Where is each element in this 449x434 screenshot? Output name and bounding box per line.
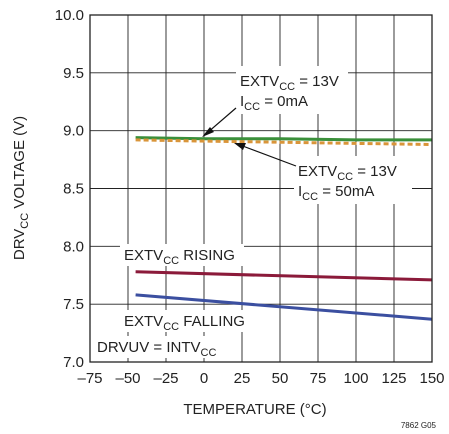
x-tick-label: 75	[310, 370, 327, 387]
x-tick-label: –25	[153, 370, 178, 387]
x-tick-label: 50	[272, 370, 289, 387]
x-tick-label: 25	[234, 370, 251, 387]
y-axis-label: DRVCC VOLTAGE (V)	[11, 116, 31, 260]
x-tick-label: 125	[381, 370, 406, 387]
series-line-icc50	[135, 138, 433, 146]
series-line-rising	[135, 270, 433, 282]
y-tick-label: 8.5	[63, 181, 84, 198]
series-lines	[135, 136, 433, 321]
annotation-icc50-arrow	[239, 144, 297, 167]
x-axis-label: TEMPERATURE (°C)	[183, 401, 326, 418]
y-tick-label: 9.5	[63, 65, 84, 82]
plot-frame	[89, 14, 433, 363]
annotation-icc0-line1: EXTVCC = 13V	[240, 73, 339, 93]
x-tick-label: 0	[200, 370, 208, 387]
annotation-icc50-line2: ICC = 50mA	[298, 183, 374, 203]
annotation-icc50-arrowhead	[234, 143, 246, 150]
x-tick-label: 150	[419, 370, 444, 387]
annotation-rising-box	[120, 244, 244, 266]
annotation-falling: EXTVCC FALLING	[124, 313, 245, 333]
y-tick-label: 7.0	[63, 354, 84, 371]
x-tick-label: –75	[77, 370, 102, 387]
annotation-icc0-line2: ICC = 0mA	[240, 93, 308, 113]
series-line-falling	[135, 293, 433, 321]
x-tick-label: 100	[343, 370, 368, 387]
y-tick-label: 8.0	[63, 238, 84, 255]
figure-id: 7862 G05	[401, 421, 437, 430]
x-tick-labels: –75 –50 –25 0 25 50 75 100 125 150	[77, 370, 444, 387]
annotation-icc0-arrow	[206, 107, 237, 134]
y-tick-label: 10.0	[55, 7, 84, 24]
annotation-icc50-box	[294, 156, 412, 204]
annotation-falling-box	[120, 310, 254, 332]
y-tick-labels: 7.0 7.5 8.0 8.5 9.0 9.5 10.0	[55, 7, 84, 371]
annotation-icc50-line1: EXTVCC = 13V	[298, 163, 397, 183]
annotation-rising: EXTVCC RISING	[124, 247, 235, 267]
x-tick-label: –50	[115, 370, 140, 387]
annotation-icc0-arrowhead	[202, 127, 214, 137]
y-tick-label: 9.0	[63, 123, 84, 140]
annotation-drvuv-box	[94, 336, 220, 358]
annotation-drvuv: DRVUV = INTVCC	[97, 339, 216, 359]
series-line-icc0	[135, 136, 432, 142]
y-tick-label: 7.5	[63, 296, 84, 313]
annotation-icc0-box	[236, 66, 348, 114]
